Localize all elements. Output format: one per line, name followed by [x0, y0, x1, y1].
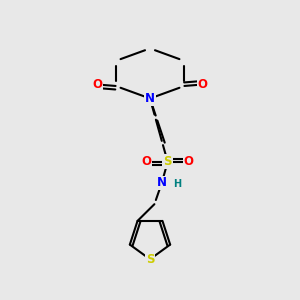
Text: S: S	[146, 253, 154, 266]
Text: O: O	[198, 78, 208, 91]
Text: S: S	[164, 155, 172, 168]
Text: O: O	[142, 155, 152, 168]
Text: O: O	[184, 155, 194, 168]
Text: N: N	[145, 92, 155, 105]
Text: O: O	[92, 78, 102, 91]
Text: N: N	[157, 176, 167, 190]
Text: H: H	[173, 178, 181, 189]
